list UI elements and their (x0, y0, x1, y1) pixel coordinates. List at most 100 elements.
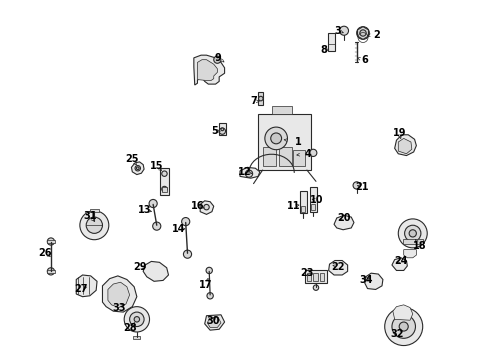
Text: 24: 24 (393, 256, 407, 266)
Text: 26: 26 (39, 248, 52, 258)
Circle shape (206, 293, 213, 299)
Bar (219, 123, 225, 135)
Circle shape (397, 219, 427, 248)
Text: 16: 16 (191, 201, 204, 211)
Bar (160, 168, 168, 195)
Circle shape (391, 315, 415, 338)
Bar (258, 113, 311, 170)
Bar (133, 337, 140, 339)
Bar (258, 92, 263, 105)
Bar (90, 209, 99, 212)
Circle shape (162, 186, 167, 192)
Bar (47, 270, 55, 273)
Circle shape (221, 128, 223, 131)
Text: 22: 22 (330, 262, 344, 272)
Text: 19: 19 (392, 128, 405, 138)
Circle shape (80, 211, 109, 240)
Bar (293, 150, 304, 166)
Text: 1: 1 (294, 136, 301, 147)
Text: 34: 34 (358, 275, 372, 284)
Bar (301, 206, 305, 212)
Circle shape (136, 167, 139, 170)
Bar (313, 273, 317, 281)
Text: 33: 33 (112, 302, 125, 312)
Circle shape (135, 166, 140, 171)
Circle shape (408, 230, 415, 237)
Bar (47, 240, 55, 243)
Circle shape (47, 238, 55, 245)
Polygon shape (364, 273, 382, 289)
Polygon shape (204, 315, 224, 330)
Circle shape (352, 182, 360, 189)
Bar (305, 270, 326, 283)
Circle shape (270, 133, 281, 144)
Circle shape (219, 128, 225, 134)
Bar (162, 187, 166, 192)
Polygon shape (143, 261, 168, 281)
Text: 5: 5 (211, 126, 218, 136)
Circle shape (309, 149, 316, 157)
Text: 25: 25 (125, 154, 139, 164)
Circle shape (181, 217, 189, 226)
Text: 4: 4 (304, 149, 310, 159)
Polygon shape (403, 249, 415, 258)
Text: 9: 9 (214, 53, 221, 63)
Polygon shape (328, 261, 347, 275)
Text: 27: 27 (74, 284, 87, 294)
Text: 12: 12 (237, 167, 251, 177)
Text: 14: 14 (172, 224, 185, 234)
Circle shape (86, 217, 102, 233)
Circle shape (264, 127, 287, 150)
Text: 30: 30 (205, 316, 219, 326)
Circle shape (398, 322, 407, 331)
Circle shape (404, 225, 420, 242)
Circle shape (313, 285, 318, 291)
Bar (319, 273, 324, 281)
Text: 29: 29 (133, 262, 146, 272)
Circle shape (245, 170, 252, 177)
Text: 23: 23 (300, 268, 313, 278)
Text: 8: 8 (320, 45, 327, 55)
Bar (309, 187, 316, 212)
Polygon shape (357, 27, 368, 39)
Circle shape (339, 26, 348, 35)
Circle shape (149, 199, 157, 208)
Text: 13: 13 (138, 205, 151, 215)
Bar (311, 203, 314, 210)
Polygon shape (240, 167, 259, 178)
Circle shape (47, 268, 55, 275)
Polygon shape (131, 162, 144, 175)
Text: 6: 6 (361, 55, 367, 65)
Circle shape (124, 307, 149, 332)
Polygon shape (197, 60, 217, 81)
Circle shape (203, 204, 209, 210)
Bar (402, 239, 422, 244)
Text: 21: 21 (355, 182, 368, 192)
Text: 15: 15 (150, 161, 163, 171)
Text: 20: 20 (337, 213, 350, 224)
Polygon shape (193, 55, 224, 85)
Circle shape (162, 171, 167, 176)
Bar (278, 148, 292, 166)
Polygon shape (102, 276, 137, 312)
Text: 2: 2 (372, 30, 379, 40)
Circle shape (359, 30, 366, 36)
Polygon shape (394, 135, 415, 156)
Circle shape (258, 96, 263, 101)
Polygon shape (391, 258, 407, 270)
Bar (299, 191, 306, 213)
Bar (327, 33, 334, 51)
Text: 18: 18 (412, 241, 426, 251)
Text: 3: 3 (334, 26, 340, 36)
Circle shape (183, 250, 191, 258)
Polygon shape (397, 138, 411, 154)
Circle shape (205, 267, 212, 274)
Circle shape (384, 307, 422, 346)
Text: 10: 10 (309, 195, 323, 205)
Bar (271, 106, 291, 113)
Polygon shape (76, 275, 97, 297)
Polygon shape (207, 318, 221, 328)
Circle shape (213, 56, 221, 63)
Text: 7: 7 (250, 96, 256, 106)
Circle shape (129, 312, 144, 327)
